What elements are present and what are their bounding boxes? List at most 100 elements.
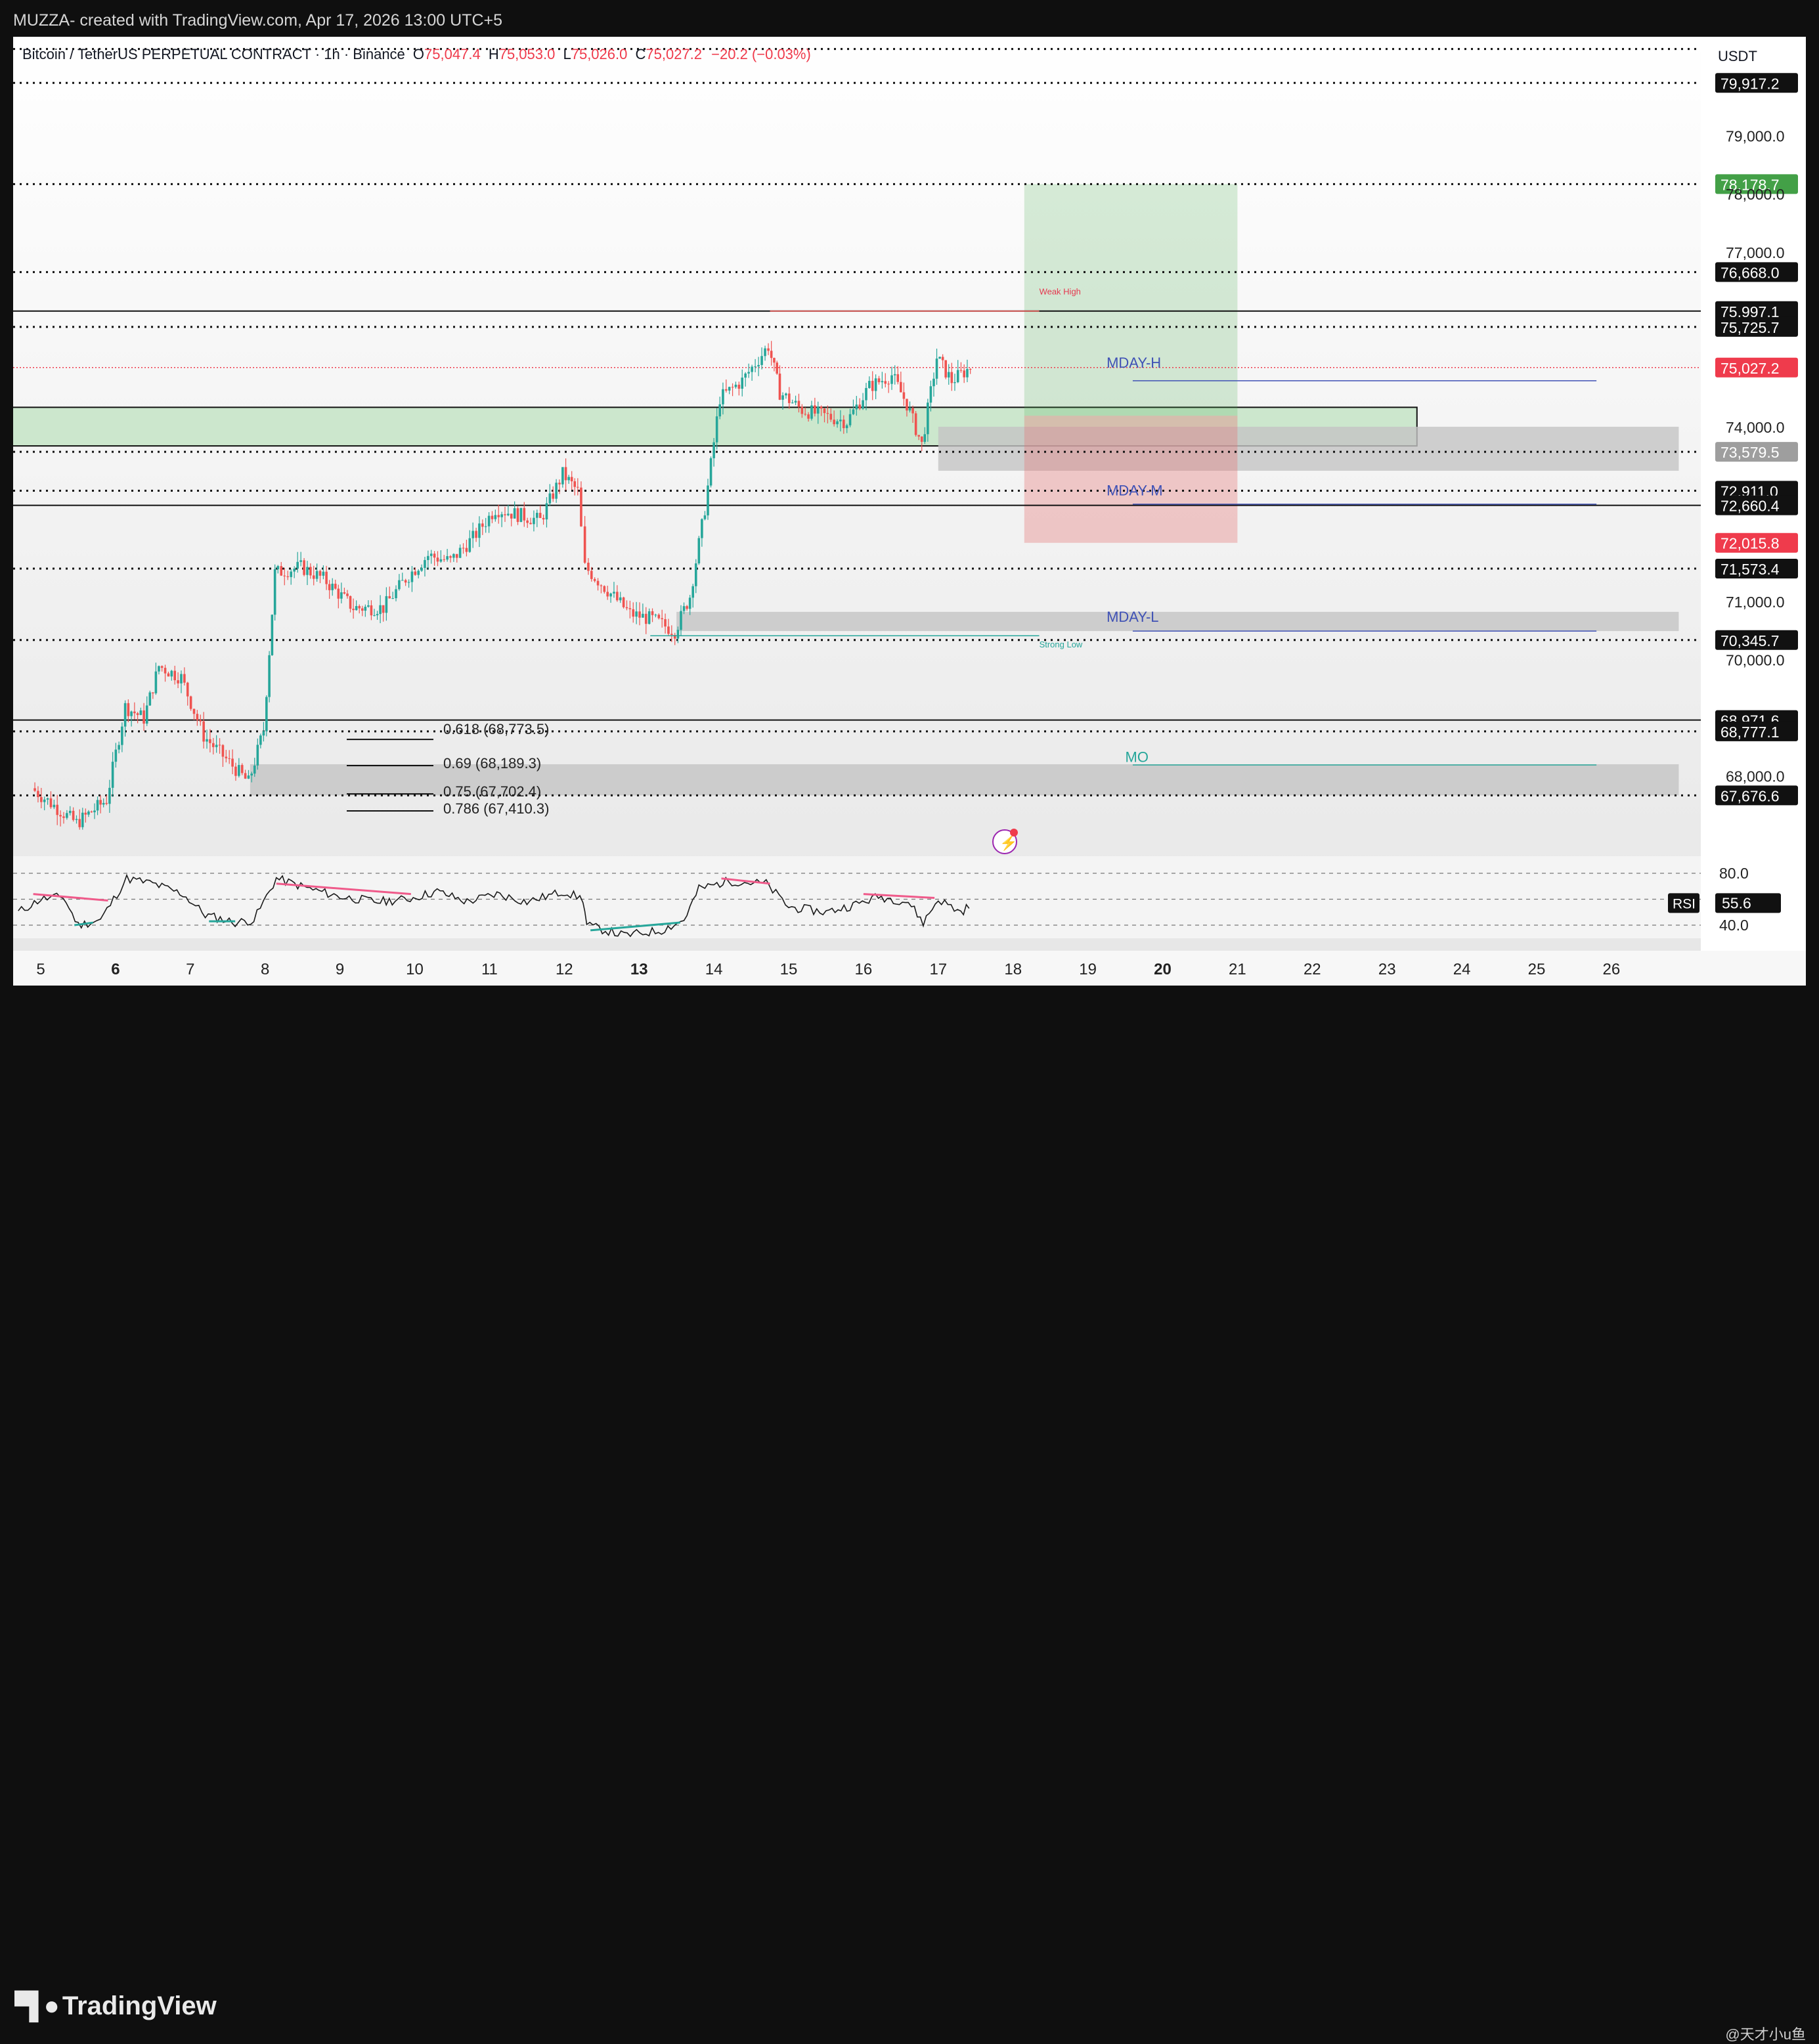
candle-body: [142, 710, 145, 724]
price-tag-11: 71,573.4: [1720, 561, 1780, 578]
candle-body: [788, 393, 791, 403]
rsi-line: [18, 873, 970, 938]
candle-body: [697, 538, 701, 564]
candle-body: [395, 589, 397, 599]
candle-body: [816, 406, 820, 414]
tradingview-logo[interactable]: ▀▌● TradingView: [14, 1991, 217, 2021]
candle-body: [625, 607, 628, 609]
time-tick-15: 15: [780, 961, 798, 978]
candle-body: [754, 366, 756, 368]
candle-body: [373, 615, 376, 617]
candle-body: [781, 395, 784, 400]
alert-badge-icon[interactable]: [992, 829, 1017, 854]
candle-body: [37, 791, 39, 797]
time-tick-9: 9: [336, 961, 344, 978]
candle-body: [170, 670, 173, 677]
candle-body: [593, 578, 596, 581]
candle-body: [635, 611, 638, 617]
candle-body: [250, 773, 253, 776]
candle-body: [715, 416, 718, 443]
chart-panel[interactable]: 79,917.2 78,178.7 76,668.0 75,997.1 75,725.7…: [13, 37, 1806, 986]
open-value: 75,047.4: [424, 46, 481, 62]
candle-body: [966, 369, 969, 378]
candle-body: [836, 421, 839, 425]
candle-body: [523, 508, 526, 521]
fib-label-2: 0.75 (67,702.4): [443, 783, 541, 800]
candle-body: [773, 358, 776, 363]
candle-body: [504, 514, 506, 515]
candle-body: [436, 557, 439, 562]
candle-body: [160, 666, 164, 668]
price-tick-5: 70,000.0: [1726, 651, 1785, 668]
price-tick-1: 78,000.0: [1726, 186, 1785, 203]
candle-body: [404, 580, 407, 583]
candle-body: [587, 562, 590, 571]
candle-body: [240, 765, 244, 773]
candle-body: [858, 404, 862, 409]
candle-body: [206, 739, 208, 742]
candle-body: [154, 671, 158, 693]
rsi-divergence-bear-6: [863, 893, 935, 900]
price-tick-3: 74,000.0: [1726, 419, 1785, 436]
candle-body: [334, 584, 337, 589]
candle-body: [647, 611, 651, 624]
rsi-name: RSI: [1673, 896, 1696, 911]
candle-body: [127, 703, 130, 716]
candle-body: [199, 720, 202, 722]
time-tick-22: 22: [1304, 961, 1321, 978]
candle-body: [826, 413, 829, 414]
candle-body: [548, 493, 552, 504]
rsi-divergence-bear-3: [276, 882, 411, 896]
price-tag-7: 73,579.5: [1720, 444, 1780, 461]
symbol-name: Bitcoin / TetherUS PERPETUAL CONTRACT · …: [22, 46, 405, 62]
candle-body: [465, 548, 468, 552]
candle-body: [791, 402, 794, 404]
candle-body: [322, 571, 325, 576]
candle-body: [932, 378, 935, 387]
candle-body: [228, 758, 230, 759]
price-tag-12: 70,345.7: [1720, 632, 1780, 649]
price-tag-bg-5: [1715, 316, 1798, 337]
candle-body: [911, 408, 914, 414]
brand-name: TradingView: [62, 1991, 217, 2020]
candle-body: [881, 381, 884, 383]
candle-body: [797, 401, 800, 407]
candle-body: [657, 615, 661, 619]
price-tick-4: 71,000.0: [1726, 594, 1785, 611]
chart-canvas[interactable]: 79,917.278,178.776,668.075,997.175,725.7…: [13, 37, 1806, 986]
symbol-legend[interactable]: Bitcoin / TetherUS PERPETUAL CONTRACT · …: [22, 46, 811, 62]
time-tick-26: 26: [1603, 961, 1621, 978]
candle-body: [682, 606, 686, 611]
candle-body: [81, 812, 84, 827]
rsi-divergence-bear-5: [721, 877, 770, 885]
candle-body: [429, 554, 433, 556]
candle-body: [130, 711, 133, 716]
candle-body: [900, 381, 902, 393]
currency-label[interactable]: USDT: [1718, 48, 1757, 64]
low-label: L: [563, 46, 571, 62]
candle-body: [552, 493, 555, 499]
candle-body: [709, 458, 712, 486]
rsi-name-bg: [1668, 893, 1699, 913]
candle-body: [427, 555, 429, 560]
candle-body: [865, 387, 867, 401]
candle-body: [173, 670, 177, 680]
price-tag-bg-6: [1715, 357, 1798, 378]
lightning-glyph: ⚡: [999, 835, 1017, 852]
candle-body: [211, 743, 215, 747]
candle-body: [247, 775, 250, 779]
candle-body: [471, 531, 474, 538]
candle-body: [417, 571, 420, 575]
time-tick-8: 8: [261, 961, 269, 978]
candle-body: [688, 598, 691, 609]
candle-body: [570, 477, 573, 482]
fib-label-0: 0.618 (68,773.5): [443, 721, 549, 737]
candle-body: [376, 614, 379, 616]
candle-body: [312, 575, 315, 579]
candle-body: [231, 758, 234, 767]
candle-body: [935, 359, 938, 379]
candle-body: [842, 420, 845, 429]
candle-body: [309, 567, 312, 576]
close-label: C: [635, 46, 646, 62]
annotation-5: MO: [1126, 749, 1149, 766]
